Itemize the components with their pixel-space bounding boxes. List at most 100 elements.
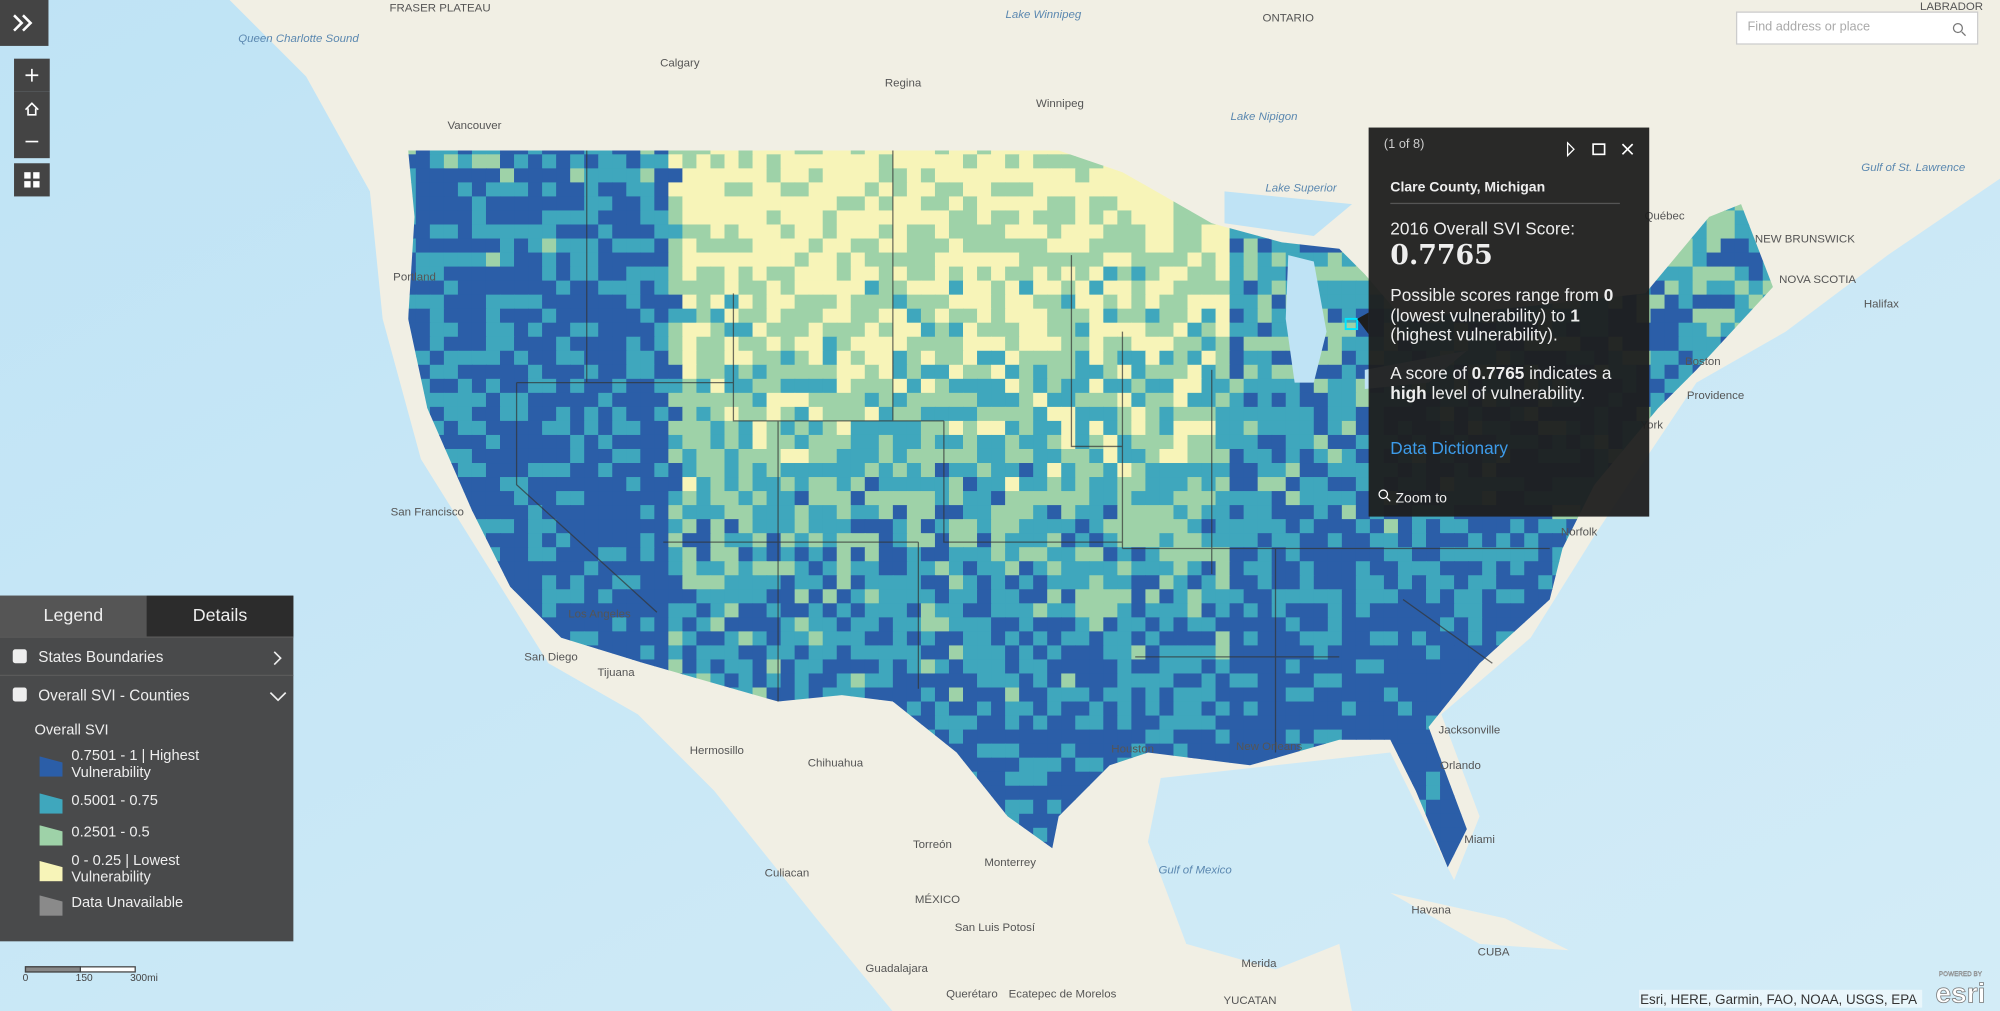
county bbox=[977, 420, 992, 436]
county bbox=[1173, 392, 1189, 408]
county bbox=[1678, 266, 1694, 282]
county bbox=[836, 168, 852, 184]
county bbox=[780, 463, 796, 478]
county bbox=[948, 589, 964, 604]
county bbox=[892, 547, 908, 562]
county bbox=[443, 378, 459, 394]
county bbox=[850, 533, 866, 548]
county bbox=[724, 364, 740, 380]
county bbox=[528, 434, 543, 450]
county bbox=[836, 238, 852, 254]
county bbox=[1313, 491, 1329, 506]
county bbox=[1047, 266, 1062, 282]
county bbox=[1033, 645, 1048, 661]
county bbox=[1047, 533, 1062, 548]
county bbox=[991, 687, 1006, 703]
county bbox=[1103, 715, 1118, 731]
county bbox=[682, 505, 698, 520]
county bbox=[1117, 448, 1133, 464]
county bbox=[752, 463, 768, 478]
county bbox=[542, 294, 557, 310]
county bbox=[836, 477, 852, 492]
county bbox=[1229, 491, 1245, 506]
county bbox=[1369, 645, 1385, 661]
county bbox=[499, 533, 515, 548]
county bbox=[654, 547, 670, 562]
county bbox=[1327, 575, 1343, 590]
county bbox=[1692, 336, 1708, 352]
county bbox=[1734, 252, 1750, 268]
county bbox=[780, 210, 796, 226]
county bbox=[1173, 238, 1189, 254]
county bbox=[1033, 224, 1048, 240]
county bbox=[654, 350, 670, 366]
county bbox=[892, 308, 908, 324]
county bbox=[1383, 715, 1399, 731]
county bbox=[963, 280, 978, 296]
county bbox=[1411, 547, 1427, 562]
county bbox=[1145, 519, 1161, 534]
county bbox=[598, 406, 613, 422]
county bbox=[1720, 238, 1736, 254]
county bbox=[1313, 533, 1329, 548]
county bbox=[654, 463, 670, 478]
county bbox=[836, 150, 852, 155]
county bbox=[612, 491, 627, 506]
county bbox=[1103, 631, 1118, 647]
county bbox=[878, 322, 894, 338]
county bbox=[794, 434, 810, 450]
county bbox=[906, 659, 922, 675]
county bbox=[1678, 294, 1694, 310]
county bbox=[1019, 463, 1034, 478]
county bbox=[822, 659, 838, 675]
county bbox=[766, 266, 782, 282]
county bbox=[1173, 280, 1189, 296]
county bbox=[710, 463, 726, 478]
county bbox=[1019, 448, 1034, 464]
county bbox=[443, 154, 459, 170]
county bbox=[457, 364, 473, 380]
county bbox=[514, 533, 529, 548]
county bbox=[668, 294, 684, 310]
county bbox=[864, 420, 880, 436]
county bbox=[612, 210, 627, 226]
county bbox=[682, 491, 698, 506]
county bbox=[808, 673, 824, 689]
county bbox=[934, 420, 950, 436]
county bbox=[1482, 533, 1497, 548]
county bbox=[1131, 182, 1147, 198]
county bbox=[1131, 392, 1147, 408]
county bbox=[850, 617, 866, 633]
county bbox=[1243, 631, 1259, 647]
county bbox=[1327, 659, 1343, 675]
county bbox=[1215, 448, 1231, 464]
county bbox=[1047, 463, 1062, 478]
county bbox=[1243, 687, 1259, 703]
county bbox=[752, 150, 768, 155]
county bbox=[1089, 392, 1104, 408]
county bbox=[1215, 294, 1231, 310]
county bbox=[1257, 715, 1273, 731]
county bbox=[429, 150, 445, 155]
county bbox=[724, 266, 740, 282]
county bbox=[514, 182, 529, 198]
county bbox=[1089, 308, 1104, 324]
county bbox=[640, 196, 655, 212]
county bbox=[1033, 392, 1048, 408]
county bbox=[696, 266, 712, 282]
county bbox=[766, 168, 782, 184]
county bbox=[977, 392, 992, 408]
county bbox=[1187, 252, 1203, 268]
county bbox=[920, 645, 936, 661]
county bbox=[570, 238, 585, 254]
county bbox=[1510, 519, 1525, 534]
county bbox=[1103, 224, 1118, 240]
county bbox=[1299, 547, 1315, 562]
county bbox=[1103, 434, 1118, 450]
county bbox=[1131, 491, 1147, 506]
county bbox=[612, 350, 627, 366]
county bbox=[878, 252, 894, 268]
county bbox=[710, 150, 726, 155]
county bbox=[1313, 477, 1329, 492]
